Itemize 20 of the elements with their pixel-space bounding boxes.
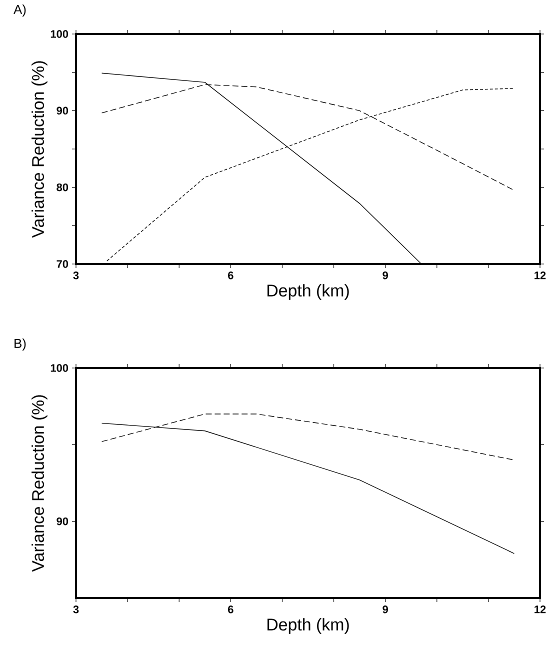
chart-title: B) <box>14 338 26 351</box>
x-tick-label: 6 <box>228 606 234 614</box>
x-tick-label: 6 <box>228 272 234 280</box>
x-tick-label: 9 <box>382 272 388 280</box>
y-tick-label: 70 <box>56 260 68 268</box>
x-tick-label: 3 <box>73 606 79 614</box>
y-tick-label: 100 <box>50 30 68 38</box>
y-axis-title: Variance Reduction (%) <box>32 61 48 238</box>
y-tick-label: 100 <box>50 364 68 372</box>
chart-title: A) <box>14 4 26 17</box>
y-tick-label: 90 <box>56 106 68 115</box>
y-tick-label: 80 <box>56 183 68 192</box>
x-axis-title: Depth (km) <box>268 284 349 300</box>
y-axis-title: Variance Reduction (%) <box>32 395 48 572</box>
x-tick-label: 12 <box>534 606 546 614</box>
y-tick-label: 90 <box>56 517 68 526</box>
x-tick-label: 9 <box>382 606 388 614</box>
x-tick-label: 3 <box>73 272 79 280</box>
x-tick-label: 12 <box>534 272 546 280</box>
x-axis-title: Depth (km) <box>268 618 349 634</box>
